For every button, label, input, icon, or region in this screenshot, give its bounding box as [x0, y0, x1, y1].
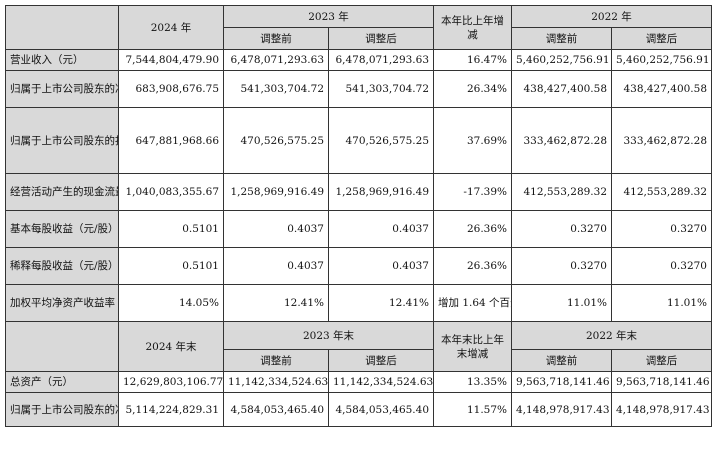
cell-2022-after: 438,427,400.58: [611, 70, 712, 108]
row-label: 归属于上市公司股东的净资产（元）: [5, 392, 119, 427]
cell-2022-after: 9,563,718,141.46: [611, 371, 712, 393]
cell-2023-after: 12.41%: [328, 284, 434, 322]
cell-2022-after: 4,148,978,917.43: [611, 392, 712, 427]
cell-2024: 647,881,968.66: [118, 107, 224, 174]
cell-2022-after: 5,460,252,756.91: [611, 49, 712, 71]
table-row: 经营活动产生的现金流量净额（元） 1,040,083,355.67 1,258,…: [5, 173, 712, 211]
table-row: 总资产（元） 12,629,803,106.77 11,142,334,524.…: [5, 371, 712, 393]
table-row: 加权平均净资产收益率 14.05% 12.41% 12.41% 增加 1.64 …: [5, 284, 712, 322]
cell-2024: 1,040,083,355.67: [118, 173, 224, 211]
cell-2023-after: 0.4037: [328, 247, 434, 285]
table-row: 基本每股收益（元/股） 0.5101 0.4037 0.4037 26.36% …: [5, 210, 712, 248]
row-label: 归属于上市公司股东的扣除非经常性损益的净利润（元）: [5, 107, 119, 174]
row-label: 营业收入（元）: [5, 49, 119, 71]
cell-2024: 683,908,676.75: [118, 70, 224, 108]
cell-2022-before: 333,462,872.28: [511, 107, 612, 174]
header-row-1: 2024 年 2023 年 本年比上年增减 2022 年: [5, 5, 712, 50]
header-2022-end-before: 调整前: [511, 349, 612, 372]
cell-2023-before: 6,478,071,293.63: [223, 49, 329, 71]
header-2022-after: 调整后: [611, 27, 712, 50]
financial-summary-table: 2024 年 2023 年 本年比上年增减 2022 年 调整前 调整后 调整前…: [5, 5, 712, 427]
cell-2023-before: 12.41%: [223, 284, 329, 322]
header-2024: 2024 年: [118, 5, 224, 50]
cell-2023-before: 4,584,053,465.40: [223, 392, 329, 427]
cell-change: 增加 1.64 个百分点: [433, 284, 512, 322]
cell-2022-after: 333,462,872.28: [611, 107, 712, 174]
cell-2022-before: 0.3270: [511, 210, 612, 248]
header-2022-before: 调整前: [511, 27, 612, 50]
cell-2023-after: 4,584,053,465.40: [328, 392, 434, 427]
cell-2024: 5,114,224,829.31: [118, 392, 224, 427]
row-label: 基本每股收益（元/股）: [5, 210, 119, 248]
cell-2022-before: 438,427,400.58: [511, 70, 612, 108]
cell-2023-before: 1,258,969,916.49: [223, 173, 329, 211]
table-row: 营业收入（元） 7,544,804,479.90 6,478,071,293.6…: [5, 49, 712, 71]
header-2023-end: 2023 年末: [223, 321, 434, 350]
header-2023-after: 调整后: [328, 27, 434, 50]
cell-2022-before: 11.01%: [511, 284, 612, 322]
header-row-2: 2024 年末 2023 年末 本年末比上年末增减 2022 年末: [5, 321, 712, 372]
cell-2023-after: 541,303,704.72: [328, 70, 434, 108]
cell-2023-before: 541,303,704.72: [223, 70, 329, 108]
financial-table-container: 2024 年 2023 年 本年比上年增减 2022 年 调整前 调整后 调整前…: [5, 5, 712, 427]
cell-2023-before: 470,526,575.25: [223, 107, 329, 174]
row-label: 加权平均净资产收益率: [5, 284, 119, 322]
cell-2023-before: 0.4037: [223, 247, 329, 285]
cell-2022-before: 4,148,978,917.43: [511, 392, 612, 427]
header-corner: [5, 5, 119, 50]
cell-change: 26.34%: [433, 70, 512, 108]
header-change-end: 本年末比上年末增减: [433, 321, 512, 372]
cell-2023-before: 11,142,334,524.63: [223, 371, 329, 393]
cell-2023-after: 11,142,334,524.63: [328, 371, 434, 393]
header-corner-2: [5, 321, 119, 372]
header-change: 本年比上年增减: [433, 5, 512, 50]
cell-2023-after: 6,478,071,293.63: [328, 49, 434, 71]
cell-2024: 0.5101: [118, 247, 224, 285]
cell-2022-before: 5,460,252,756.91: [511, 49, 612, 71]
cell-change: 13.35%: [433, 371, 512, 393]
header-2022-end: 2022 年末: [511, 321, 712, 350]
cell-change: 26.36%: [433, 247, 512, 285]
header-2022-end-after: 调整后: [611, 349, 712, 372]
cell-2023-after: 0.4037: [328, 210, 434, 248]
row-label: 稀释每股收益（元/股）: [5, 247, 119, 285]
cell-2023-after: 470,526,575.25: [328, 107, 434, 174]
cell-change: 26.36%: [433, 210, 512, 248]
row-label: 总资产（元）: [5, 371, 119, 393]
cell-change: 11.57%: [433, 392, 512, 427]
cell-change: 16.47%: [433, 49, 512, 71]
cell-2022-before: 0.3270: [511, 247, 612, 285]
header-row-1b: 调整前 调整后 调整前 调整后: [6, 27, 712, 50]
cell-2022-after: 11.01%: [611, 284, 712, 322]
header-2023: 2023 年: [223, 5, 434, 28]
cell-2022-after: 0.3270: [611, 210, 712, 248]
header-2023-end-after: 调整后: [328, 349, 434, 372]
header-2022: 2022 年: [511, 5, 712, 28]
row-label: 经营活动产生的现金流量净额（元）: [5, 173, 119, 211]
cell-change: 37.69%: [433, 107, 512, 174]
cell-2022-before: 9,563,718,141.46: [511, 371, 612, 393]
cell-2022-after: 0.3270: [611, 247, 712, 285]
header-2023-end-before: 调整前: [223, 349, 329, 372]
header-2024-end: 2024 年末: [118, 321, 224, 372]
table-row: 归属于上市公司股东的净利润（元） 683,908,676.75 541,303,…: [5, 70, 712, 108]
cell-2022-before: 412,553,289.32: [511, 173, 612, 211]
cell-2024: 7,544,804,479.90: [118, 49, 224, 71]
cell-change: -17.39%: [433, 173, 512, 211]
cell-2024: 14.05%: [118, 284, 224, 322]
cell-2024: 12,629,803,106.77: [118, 371, 224, 393]
cell-2023-before: 0.4037: [223, 210, 329, 248]
row-label: 归属于上市公司股东的净利润（元）: [5, 70, 119, 108]
cell-2023-after: 1,258,969,916.49: [328, 173, 434, 211]
table-row: 归属于上市公司股东的扣除非经常性损益的净利润（元） 647,881,968.66…: [5, 107, 712, 174]
table-row: 归属于上市公司股东的净资产（元） 5,114,224,829.31 4,584,…: [5, 392, 712, 427]
table-row: 稀释每股收益（元/股） 0.5101 0.4037 0.4037 26.36% …: [5, 247, 712, 285]
header-2023-before: 调整前: [223, 27, 329, 50]
cell-2022-after: 412,553,289.32: [611, 173, 712, 211]
cell-2024: 0.5101: [118, 210, 224, 248]
